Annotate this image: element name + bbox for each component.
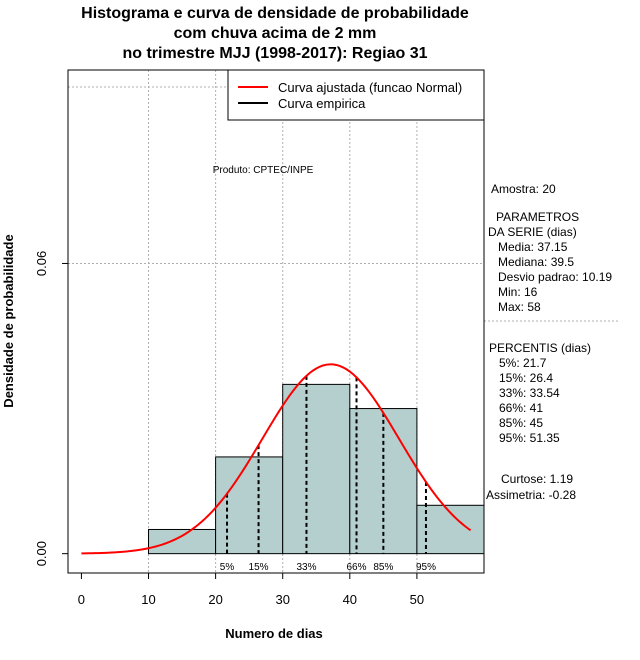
percentiles-table: PERCENTIS (dias) 5%: 21.7 15%: 26.4 33%:… (489, 341, 591, 446)
stat-p15: 15%: 26.4 (499, 371, 554, 385)
y-tick-label-1: 0.00 (34, 541, 49, 566)
x-tick-label-0: 0 (78, 592, 85, 607)
x-axis-label: Numero de dias (225, 626, 323, 641)
stat-media: Media: 37.15 (498, 240, 568, 254)
stat-p85: 85%: 45 (499, 416, 544, 430)
chart-title: Histograma e curva de densidade de proba… (40, 4, 510, 64)
stat-p66: 66%: 41 (499, 401, 544, 415)
assimetria: Assimetria: -0.28 (486, 488, 577, 502)
stat-desvio: Desvio padrao: 10.19 (498, 270, 613, 284)
histogram-bar-3 (282, 383, 351, 555)
sample-size: Amostra: 20 (491, 182, 556, 196)
legend-box (227, 69, 485, 121)
x-tick-label-10: 10 (141, 592, 155, 607)
stat-p5: 5%: 21.7 (499, 356, 547, 370)
legend-label-2: Curva empirica (278, 96, 366, 111)
title-line-3: no trimestre MJJ (1998-2017): Regiao 31 (122, 45, 428, 62)
x-tick-label-40: 40 (343, 592, 357, 607)
product-annotation: Produto: CPTEC/INPE (213, 165, 314, 176)
histogram-bar-2 (215, 456, 284, 555)
curtose: Curtose: 1.19 (501, 472, 574, 486)
percentile-label-1: 5% (220, 562, 235, 573)
y-tick-label-2: 0.06 (34, 251, 49, 276)
stat-p95: 95%: 51.35 (499, 431, 560, 445)
params-title-2: DA SERIE (dias) (488, 225, 577, 239)
params-title-1: PARAMETROS (496, 210, 580, 224)
percentile-label-4: 66% (347, 562, 367, 573)
legend-label-1: Curva ajustada (funcao Normal) (278, 80, 462, 95)
percentile-label-3: 33% (296, 562, 316, 573)
percentile-label-5: 85% (373, 562, 393, 573)
percentile-label-2: 15% (249, 562, 269, 573)
stat-mediana: Mediana: 39.5 (498, 255, 575, 269)
title-line-2: com chuva acima de 2 mm (173, 25, 377, 42)
histogram-bar-1 (148, 528, 217, 555)
normal-curve-line (81, 363, 472, 555)
percentile-label-6: 95% (416, 562, 436, 573)
stat-min: Min: 16 (498, 285, 538, 299)
x-tick-label-20: 20 (208, 592, 222, 607)
stat-max: Max: 58 (498, 300, 541, 314)
y-axis-label: Densidade de probabilidade (1, 234, 16, 407)
x-tick-label-30: 30 (275, 592, 289, 607)
stat-p33: 33%: 33.54 (499, 386, 560, 400)
title-line-1: Histograma e curva de densidade de proba… (81, 5, 469, 22)
x-tick-label-50: 50 (410, 592, 424, 607)
series-parameters: PARAMETROS DA SERIE (dias) Media: 37.15 … (488, 210, 612, 315)
percentis-title: PERCENTIS (dias) (489, 341, 592, 355)
